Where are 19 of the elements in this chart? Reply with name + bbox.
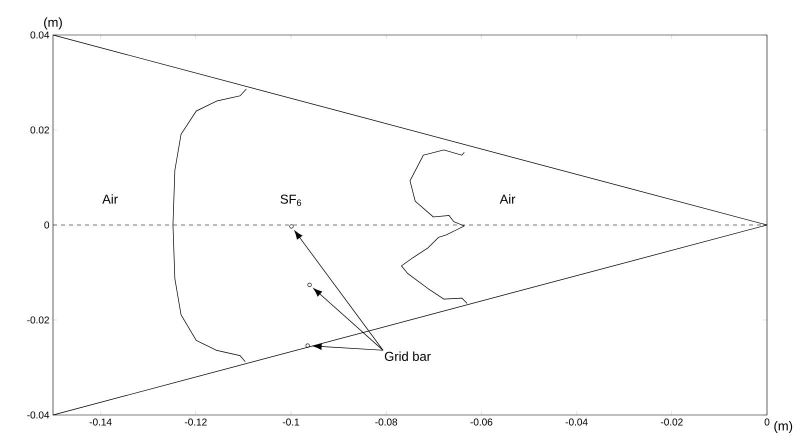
y-tick-label: 0.04 (30, 31, 50, 39)
y-tick-label: -0.04 (27, 411, 50, 419)
x-tick-label: -0.06 (470, 418, 492, 426)
x-axis-title: (m) (774, 420, 792, 434)
annotation: Grid bar (384, 351, 431, 361)
x-tick-label: -0.12 (184, 418, 207, 426)
x-tick-label: -0.1 (282, 418, 300, 426)
x-tick-label: 0 (764, 418, 770, 426)
y-axis-title: (m) (44, 17, 62, 30)
y-tick-label: 0.02 (30, 126, 49, 134)
annotation: Air (500, 194, 516, 204)
y-tick-label: -0.02 (27, 316, 49, 324)
annotation: SF$_{6}$ (280, 194, 302, 206)
x-tick-label: -0.04 (566, 418, 588, 426)
x-tick-label: -0.08 (375, 418, 398, 426)
x-tick-label: -0.02 (660, 418, 683, 426)
y-tick-label: 0 (44, 221, 50, 229)
annotation: Air (102, 194, 118, 204)
x-tick-label: -0.14 (90, 418, 112, 426)
